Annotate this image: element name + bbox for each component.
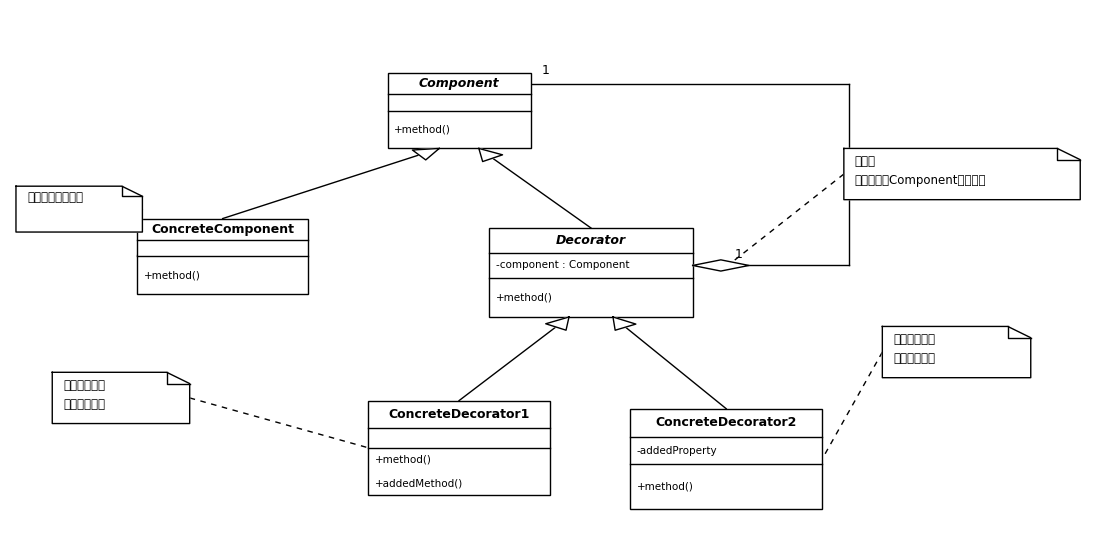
Polygon shape <box>15 186 143 232</box>
Text: -component : Component: -component : Component <box>496 261 630 270</box>
Text: Component: Component <box>419 77 499 90</box>
Text: +method(): +method() <box>636 481 694 492</box>
Polygon shape <box>546 317 569 330</box>
Text: 一定会含有Component实例引用: 一定会含有Component实例引用 <box>855 174 987 187</box>
Polygon shape <box>882 326 1031 378</box>
Text: 装饰者: 装饰者 <box>855 155 876 168</box>
Text: ConcreteComponent: ConcreteComponent <box>151 223 294 236</box>
Text: 我们要装饰的对象: 我们要装饰的对象 <box>27 191 83 204</box>
Bar <box>368 401 550 495</box>
Text: +addedMethod(): +addedMethod() <box>375 478 463 488</box>
Text: 具体的装饰者: 具体的装饰者 <box>63 379 105 392</box>
Text: +method(): +method() <box>496 292 552 302</box>
Bar <box>388 73 530 148</box>
Polygon shape <box>478 148 503 161</box>
Bar <box>630 409 822 508</box>
Polygon shape <box>412 148 440 160</box>
Text: +method(): +method() <box>375 455 432 464</box>
Text: +method(): +method() <box>394 124 451 135</box>
Text: 增添个性行为: 增添个性行为 <box>893 352 935 365</box>
Text: 具体的装饰者: 具体的装饰者 <box>893 333 935 346</box>
Polygon shape <box>844 148 1081 199</box>
Text: 1: 1 <box>541 64 549 77</box>
Bar <box>490 228 693 317</box>
Polygon shape <box>693 260 749 271</box>
Text: +method(): +method() <box>144 270 201 280</box>
Text: ConcreteDecorator2: ConcreteDecorator2 <box>655 416 797 429</box>
Text: 1: 1 <box>735 248 743 261</box>
Polygon shape <box>613 317 635 330</box>
Bar <box>137 219 308 294</box>
Polygon shape <box>52 372 190 423</box>
Text: -addedProperty: -addedProperty <box>636 446 717 456</box>
Text: 增添个性行为: 增添个性行为 <box>63 398 105 411</box>
Text: Decorator: Decorator <box>556 234 627 247</box>
Text: ConcreteDecorator1: ConcreteDecorator1 <box>388 408 529 421</box>
